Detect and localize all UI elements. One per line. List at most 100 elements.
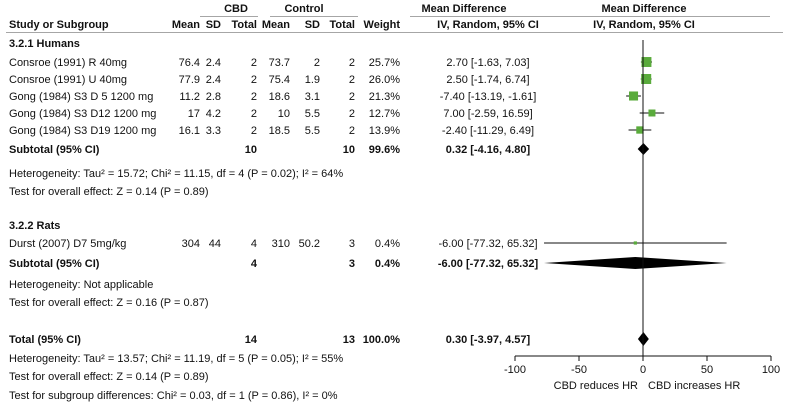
cbd-total: 2 <box>251 125 257 137</box>
cbd-mean: 304 <box>182 238 200 250</box>
subtotal-ci-text: 0.32 [-4.16, 4.80] <box>446 144 531 156</box>
ci-text: -7.40 [-13.19, -1.61] <box>440 91 537 103</box>
header-cbd: CBD <box>224 3 248 15</box>
cbd-sd: 2.4 <box>206 57 221 69</box>
header-mean-difference: Mean Difference <box>422 3 507 15</box>
subgroup-label: 3.2.2 Rats <box>9 220 60 232</box>
subtotal-control-total: 10 <box>343 144 355 156</box>
cbd-mean: 77.9 <box>179 74 200 86</box>
study-name: Consroe (1991) U 40mg <box>9 74 127 86</box>
control-sd: 3.1 <box>305 91 320 103</box>
cbd-total: 4 <box>251 238 257 250</box>
weight: 12.7% <box>369 108 400 120</box>
control-sd: 1.9 <box>305 74 320 86</box>
weight: 25.7% <box>369 57 400 69</box>
x-tick-label: -100 <box>504 364 526 376</box>
overall-effect-text: Test for overall effect: Z = 0.16 (P = 0… <box>9 297 209 309</box>
header-study: Study or Subgroup <box>9 19 109 31</box>
cbd-total: 2 <box>251 57 257 69</box>
study-effect-square <box>648 109 656 117</box>
subtotal-control-total: 3 <box>349 258 355 270</box>
cbd-mean: 76.4 <box>179 57 200 69</box>
total-label: Total (95% CI) <box>9 334 81 346</box>
total-control-total: 13 <box>343 334 355 346</box>
header-cbd-total: Total <box>232 19 257 31</box>
study-effect-square <box>636 126 644 134</box>
header-cbd-mean: Mean <box>172 19 200 31</box>
header-mean-difference-plot: Mean Difference <box>602 3 687 15</box>
heterogeneity-text: Heterogeneity: Not applicable <box>9 279 153 291</box>
total-ci-text: 0.30 [-3.97, 4.57] <box>446 334 531 346</box>
control-mean: 18.6 <box>269 91 290 103</box>
header-control-sd: SD <box>305 19 320 31</box>
cbd-total: 2 <box>251 74 257 86</box>
x-tick-label: 50 <box>701 364 713 376</box>
control-total: 3 <box>349 238 355 250</box>
x-tick-label: 0 <box>640 364 646 376</box>
header-method-plot: IV, Random, 95% CI <box>593 19 695 31</box>
header-control-mean: Mean <box>262 19 290 31</box>
subtotal-label: Subtotal (95% CI) <box>9 144 100 156</box>
header-weight: Weight <box>364 19 401 31</box>
subtotal-weight: 0.4% <box>375 258 400 270</box>
cbd-mean: 11.2 <box>179 91 200 103</box>
control-mean: 75.4 <box>269 74 290 86</box>
control-sd: 50.2 <box>299 238 320 250</box>
header-method: IV, Random, 95% CI <box>437 19 539 31</box>
control-mean: 310 <box>272 238 290 250</box>
study-effect-square <box>641 57 652 67</box>
control-mean: 73.7 <box>269 57 290 69</box>
subtotal-cbd-total: 10 <box>245 144 257 156</box>
header-control: Control <box>284 3 323 15</box>
control-total: 2 <box>349 74 355 86</box>
cbd-sd: 3.3 <box>206 125 221 137</box>
subtotal-label: Subtotal (95% CI) <box>9 258 100 270</box>
ci-text: -6.00 [-77.32, 65.32] <box>438 238 537 250</box>
cbd-total: 2 <box>251 108 257 120</box>
subtotal-ci-text: -6.00 [-77.32, 65.32] <box>438 258 539 270</box>
header-control-total: Total <box>330 19 355 31</box>
study-name: Consroe (1991) R 40mg <box>9 57 127 69</box>
total-cbd-total: 14 <box>245 334 258 346</box>
study-effect-square <box>633 241 637 245</box>
cbd-mean: 17 <box>188 108 200 120</box>
heterogeneity-text: Heterogeneity: Tau² = 15.72; Chi² = 11.1… <box>9 168 343 180</box>
weight: 13.9% <box>369 125 400 137</box>
control-sd: 5.5 <box>305 125 320 137</box>
overall-effect-text: Test for overall effect: Z = 0.14 (P = 0… <box>9 186 209 198</box>
cbd-sd: 2.8 <box>206 91 221 103</box>
control-total: 2 <box>349 108 355 120</box>
header-cbd-sd: SD <box>206 19 221 31</box>
weight: 26.0% <box>369 74 400 86</box>
control-sd: 2 <box>314 57 320 69</box>
control-total: 2 <box>349 57 355 69</box>
cbd-total: 2 <box>251 91 257 103</box>
control-total: 2 <box>349 125 355 137</box>
total-weight: 100.0% <box>363 334 401 346</box>
total-heterogeneity-text: Heterogeneity: Tau² = 13.57; Chi² = 11.1… <box>9 353 343 365</box>
cbd-sd: 44 <box>209 238 221 250</box>
table-text: CBD Control Mean Difference Mean Difference… <box>9 3 780 402</box>
cbd-sd: 4.2 <box>206 108 221 120</box>
x-tick-label: -50 <box>571 364 587 376</box>
x-tick-label: 100 <box>762 364 780 376</box>
study-name: Durst (2007) D7 5mg/kg <box>9 238 126 250</box>
control-mean: 18.5 <box>269 125 290 137</box>
header-lines <box>6 16 783 33</box>
control-mean: 10 <box>278 108 290 120</box>
subtotal-diamond <box>544 257 727 269</box>
favours-right-label: CBD increases HR <box>648 380 740 392</box>
subgroup-differences-text: Test for subgroup differences: Chi² = 0.… <box>9 390 338 402</box>
subtotal-weight: 99.6% <box>369 144 400 156</box>
subgroup-label: 3.2.1 Humans <box>9 38 80 50</box>
favours-left-label: CBD reduces HR <box>554 380 638 392</box>
cbd-mean: 16.1 <box>179 125 200 137</box>
study-effect-square <box>641 74 652 84</box>
study-name: Gong (1984) S3 D 5 1200 mg <box>9 91 153 103</box>
weight: 0.4% <box>375 238 400 250</box>
total-overall-effect-text: Test for overall effect: Z = 0.14 (P = 0… <box>9 371 209 383</box>
ci-text: 2.70 [-1.63, 7.03] <box>446 57 529 69</box>
plot-area <box>514 40 772 361</box>
control-total: 2 <box>349 91 355 103</box>
